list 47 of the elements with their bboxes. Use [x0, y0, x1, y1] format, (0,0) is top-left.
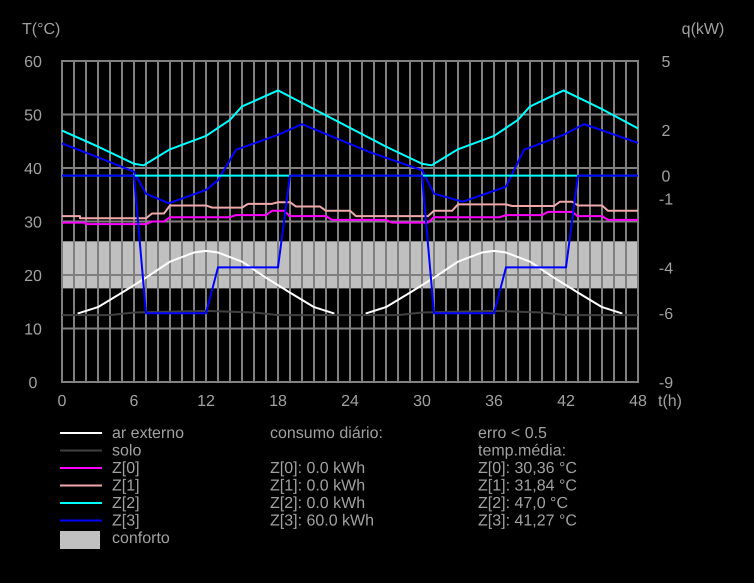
x-tick-label: 24	[341, 393, 359, 410]
line-series	[61, 200, 639, 220]
legend-label: Z[2]	[112, 495, 140, 512]
text: Z[0]: 30,36 °C	[478, 460, 577, 477]
y-tick-label: 0	[28, 375, 38, 392]
x-tick-label: 6	[130, 393, 139, 410]
x-tick-label: 42	[557, 393, 575, 410]
line-series	[61, 89, 639, 166]
y2-axis-title: q(kW)	[682, 21, 724, 38]
text: Z[1]: 31,84 °C	[478, 478, 577, 494]
text: Z[3]: 60.0 kWh	[270, 512, 374, 530]
legend-label: solo	[112, 442, 142, 460]
line-series	[61, 210, 639, 226]
text: Z[3]: 41,27 °C	[478, 512, 577, 530]
y2-tick-label: -6	[658, 306, 674, 324]
y2-tick-label: 0	[662, 168, 671, 186]
y-tick-label: 40	[24, 161, 42, 178]
text: Z[2]: 0.0 kWh	[270, 495, 366, 512]
x-tick-label: 36	[485, 393, 503, 410]
legend-label: ar externo	[112, 425, 184, 442]
text: Z[2]: 47,0 °C	[478, 495, 568, 512]
y2-tick-label: -9	[658, 375, 674, 392]
legend-label: Z[0]	[112, 460, 140, 477]
x-tick-label: 18	[269, 393, 287, 410]
y-tick-label: 10	[24, 322, 42, 338]
legend-label: conforto	[112, 530, 170, 547]
text: consumo diário:	[270, 425, 383, 442]
legend-label: Z[3]	[112, 512, 140, 530]
y2-tick-label: 5	[662, 54, 671, 71]
x-tick-label: 48	[629, 393, 647, 410]
y-tick-label: 20	[24, 268, 42, 285]
y-tick-label: 30	[24, 214, 42, 232]
y2-tick-label: -4	[658, 260, 674, 278]
x-tick-label: 0	[58, 393, 67, 410]
y-tick-label: 50	[24, 108, 42, 124]
text: Z[1]: 0.0 kWh	[270, 478, 366, 494]
y2-tick-label: -1	[658, 192, 674, 209]
text: Z[0]: 0.0 kWh	[270, 460, 366, 477]
y2-tick-label: 2	[662, 122, 671, 140]
legend-label: Z[1]	[112, 478, 140, 494]
x-tick-label: 30	[413, 393, 431, 410]
x-axis-title: t(h)	[658, 393, 682, 410]
text: temp.média:	[478, 442, 566, 460]
text: erro < 0.5	[478, 425, 548, 442]
y-axis-title: T(°C)	[22, 21, 60, 38]
y-tick-label: 60	[24, 54, 42, 71]
x-tick-label: 12	[197, 393, 215, 410]
